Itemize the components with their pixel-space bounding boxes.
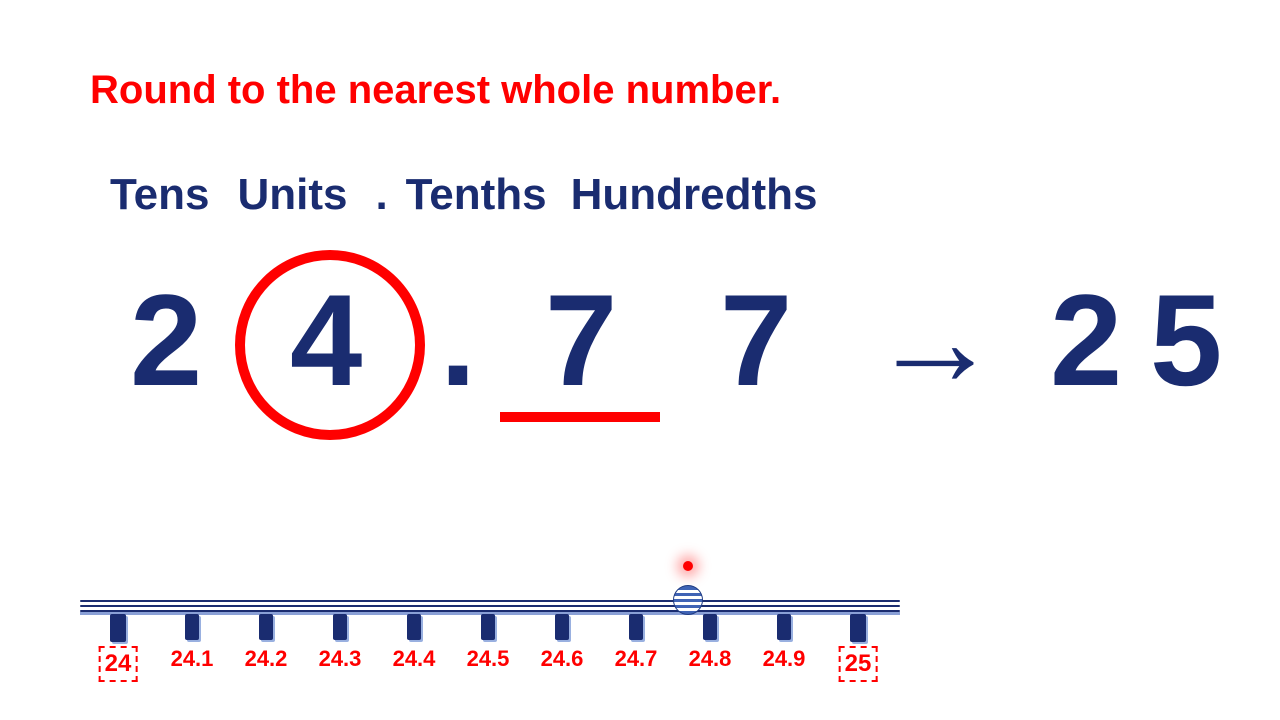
place-header: Tens — [110, 170, 209, 220]
digit: 5 — [1150, 260, 1222, 420]
number-line-tick — [333, 614, 347, 640]
instruction-title: Round to the nearest whole number. — [90, 68, 781, 113]
digit: 2 — [130, 260, 202, 420]
number-line: 24 24.1 24.2 24.3 24.4 24.5 24.6 24.7 24.8 24.9 25 — [80, 590, 900, 700]
number-line-tick — [185, 614, 199, 640]
laser-pointer-dot — [683, 561, 693, 571]
number-line-label: 24.8 — [689, 646, 732, 672]
number-line-label: 24.3 — [319, 646, 362, 672]
place-header: Units — [237, 170, 347, 220]
number-line-label: 24.5 — [467, 646, 510, 672]
number-line-label: 24.4 — [393, 646, 436, 672]
number-line-label: 24.2 — [245, 646, 288, 672]
arrow: → — [870, 260, 1000, 420]
number-line-label: 24.7 — [615, 646, 658, 672]
number-line-end-label: 25 — [839, 646, 878, 682]
number-line-tick — [850, 614, 866, 642]
number-line-tick — [259, 614, 273, 640]
number-line-label: 24.9 — [763, 646, 806, 672]
place-header: Tenths — [406, 170, 547, 220]
decimal-point: . — [440, 260, 476, 420]
digit: 7 — [545, 260, 617, 420]
digit: 7 — [720, 260, 792, 420]
digits-row: 24.77→25 — [0, 260, 1280, 440]
number-line-tick — [555, 614, 569, 640]
number-line-rails — [80, 600, 900, 614]
number-line-tick — [629, 614, 643, 640]
position-marker — [673, 585, 703, 615]
digit: 2 — [1050, 260, 1122, 420]
number-line-tick — [777, 614, 791, 640]
number-line-label: 24.1 — [171, 646, 214, 672]
place-value-headers: Tens Units. Tenths Hundredths — [110, 170, 818, 220]
number-line-label: 24.6 — [541, 646, 584, 672]
place-header: Hundredths — [571, 170, 818, 220]
place-header: . — [375, 170, 387, 220]
number-line-end-label: 24 — [99, 646, 138, 682]
digit: 4 — [290, 260, 362, 420]
number-line-tick — [481, 614, 495, 640]
number-line-tick — [703, 614, 717, 640]
number-line-tick — [407, 614, 421, 640]
number-line-tick — [110, 614, 126, 642]
